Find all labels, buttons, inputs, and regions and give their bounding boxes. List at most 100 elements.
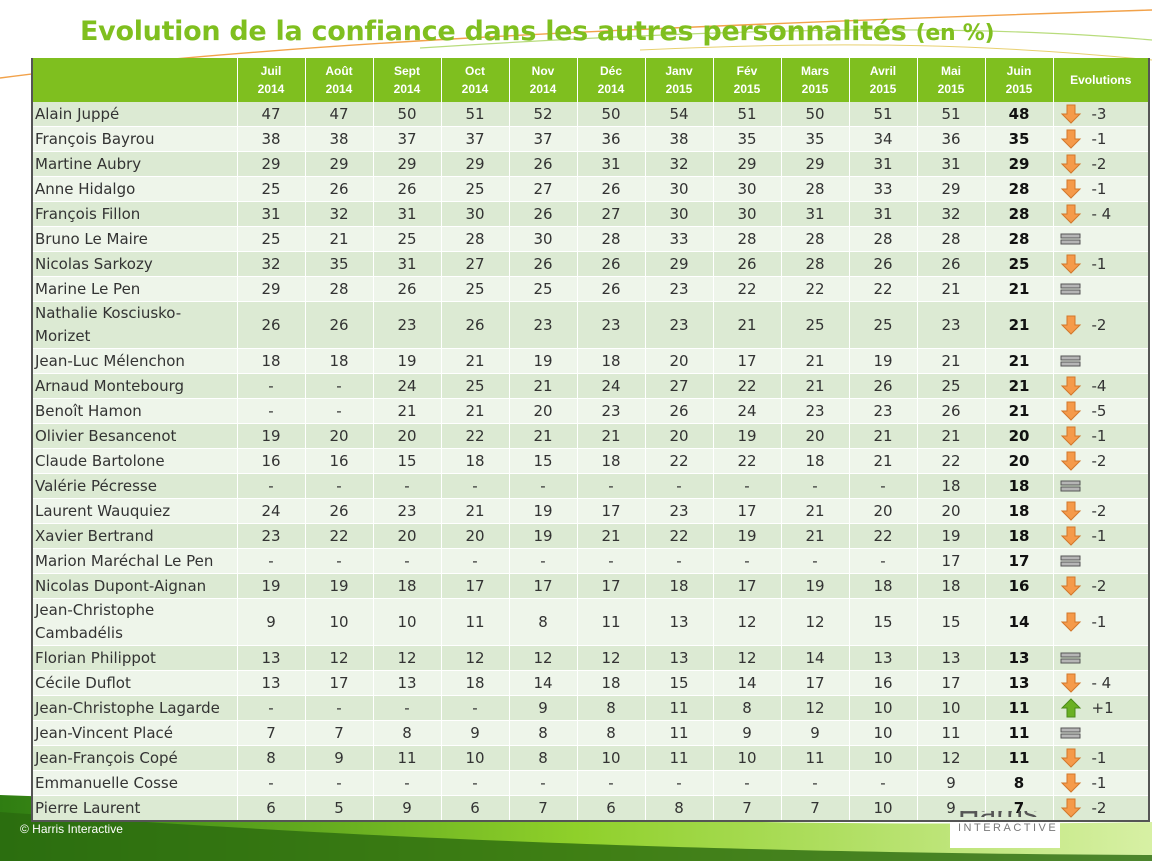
value-cell: 20 (644, 423, 714, 449)
value-cell: - (644, 473, 714, 499)
value-cell: 21 (508, 423, 578, 449)
value-cell: - (848, 770, 918, 796)
value-cell: - (440, 770, 510, 796)
value-cell: 26 (576, 176, 646, 202)
evolution-cell: -1 (1052, 770, 1150, 796)
value-cell: 23 (576, 398, 646, 424)
equal-bars-icon (1060, 555, 1080, 567)
value-cell: - (712, 770, 782, 796)
copyright-text: © Harris Interactive (20, 822, 123, 836)
value-cell: 15 (644, 670, 714, 696)
evolution-value: -2 (1091, 452, 1107, 470)
value-cell: 19 (304, 573, 374, 599)
value-cell: 14 (712, 670, 782, 696)
value-cell: 16 (304, 448, 374, 474)
value-cell: - (712, 548, 782, 574)
value-cell: 17 (440, 573, 510, 599)
value-cell: 38 (644, 126, 714, 152)
value-cell: 21 (916, 276, 986, 302)
value-cell: 10 (576, 745, 646, 771)
evolution-cell (1052, 276, 1150, 302)
value-cell: 38 (304, 126, 374, 152)
value-cell: 24 (372, 373, 442, 399)
equal-bars-icon (1060, 727, 1080, 739)
evolution-value: -1 (1091, 774, 1107, 792)
header-year-label: 2015 (937, 82, 965, 96)
table-row: Valérie Pécresse - - - - - - - - - -18 18 (31, 473, 1150, 499)
value-cell: 11 (644, 695, 714, 721)
value-cell: 21 (304, 226, 374, 252)
value-cell: 32 (916, 201, 986, 227)
value-cell: 19 (372, 348, 442, 374)
value-cell: 37 (508, 126, 578, 152)
header-month-1: Août 2014 (304, 58, 374, 102)
value-cell: 29 (916, 176, 986, 202)
value-cell: - (304, 398, 374, 424)
header-year-label: 2014 (529, 82, 557, 96)
value-cell: 36 (916, 126, 986, 152)
value-cell: 6 (440, 795, 510, 822)
top-swoosh-green (419, 29, 1152, 49)
table-row: Nathalie Kosciusko-Morizet 26 26 23 26 23 23 23… (31, 301, 1150, 349)
value-cell: 16 (236, 448, 306, 474)
evolution-content: -2 (1060, 315, 1149, 335)
value-cell: 12 (916, 745, 986, 771)
value-cell: 7 (508, 795, 578, 822)
value-cell: 10 (848, 720, 918, 746)
evolution-value: -1 (1091, 613, 1107, 631)
person-name: François Bayrou (31, 126, 238, 152)
value-cell: 30 (712, 176, 782, 202)
value-cell: 26 (372, 176, 442, 202)
value-cell: 28 (304, 276, 374, 302)
value-cell: 10 (372, 598, 442, 646)
value-cell: 26 (440, 301, 510, 349)
header-month-label: Avril (869, 64, 897, 78)
value-cell: 18 (916, 573, 986, 599)
table-row: Florian Philippot 13 12 12 12 12 12 13 12 14 13 13 1… (31, 645, 1150, 671)
value-cell: 21 (712, 301, 782, 349)
value-cell: 26 (848, 251, 918, 277)
value-cell: 10 (848, 795, 918, 822)
value-cell: 18 (984, 473, 1054, 499)
value-cell: 8 (576, 695, 646, 721)
evolution-value: -1 (1091, 427, 1107, 445)
arrow-down-icon (1060, 154, 1081, 174)
value-cell: 9 (440, 720, 510, 746)
value-cell: 26 (916, 251, 986, 277)
value-cell: - (712, 473, 782, 499)
evolution-cell (1052, 548, 1150, 574)
value-cell: 11 (780, 745, 850, 771)
value-cell: 37 (372, 126, 442, 152)
table-body: Alain Juppé 47 47 50 51 52 50 54 51 50 51 51 48 -3 Fra… (31, 102, 1150, 822)
header-year-label: 2015 (665, 82, 693, 96)
value-cell: 26 (576, 251, 646, 277)
value-cell: 8 (644, 795, 714, 822)
value-cell: 23 (848, 398, 918, 424)
header-month-label: Mai (940, 64, 961, 78)
value-cell: 22 (712, 276, 782, 302)
value-cell: 23 (372, 498, 442, 524)
person-name: Arnaud Montebourg (31, 373, 238, 399)
value-cell: 29 (984, 151, 1054, 177)
value-cell: 25 (236, 176, 306, 202)
value-cell: 54 (644, 102, 714, 127)
value-cell: 18 (780, 448, 850, 474)
table-row: Jean-Christophe Cambadélis 9 10 10 11 8 11 13 12… (31, 598, 1150, 646)
header-month-label: Nov (531, 64, 555, 78)
person-name: Nicolas Dupont-Aignan (31, 573, 238, 599)
person-name: Marion Maréchal Le Pen (31, 548, 238, 574)
value-cell: 31 (848, 151, 918, 177)
table-row: Emmanuelle Cosse - - - - - - - - - -9 8 -1 (31, 770, 1150, 796)
value-cell: 18 (440, 448, 510, 474)
evolution-content (1060, 229, 1149, 249)
arrow-up-icon (1060, 698, 1081, 718)
evolution-content: -1 (1060, 612, 1149, 632)
confidence-table-container: Juil 2014 Août 2014 Sept 2014 Oct 2014 Nov 2014 Dé… (31, 58, 1150, 822)
evolution-cell: -2 (1052, 448, 1150, 474)
value-cell: 50 (780, 102, 850, 127)
evolution-cell: +1 (1052, 695, 1150, 721)
value-cell: 13 (848, 645, 918, 671)
bottom-dark-band (0, 812, 1152, 861)
value-cell: 21 (916, 423, 986, 449)
evolution-cell (1052, 348, 1150, 374)
